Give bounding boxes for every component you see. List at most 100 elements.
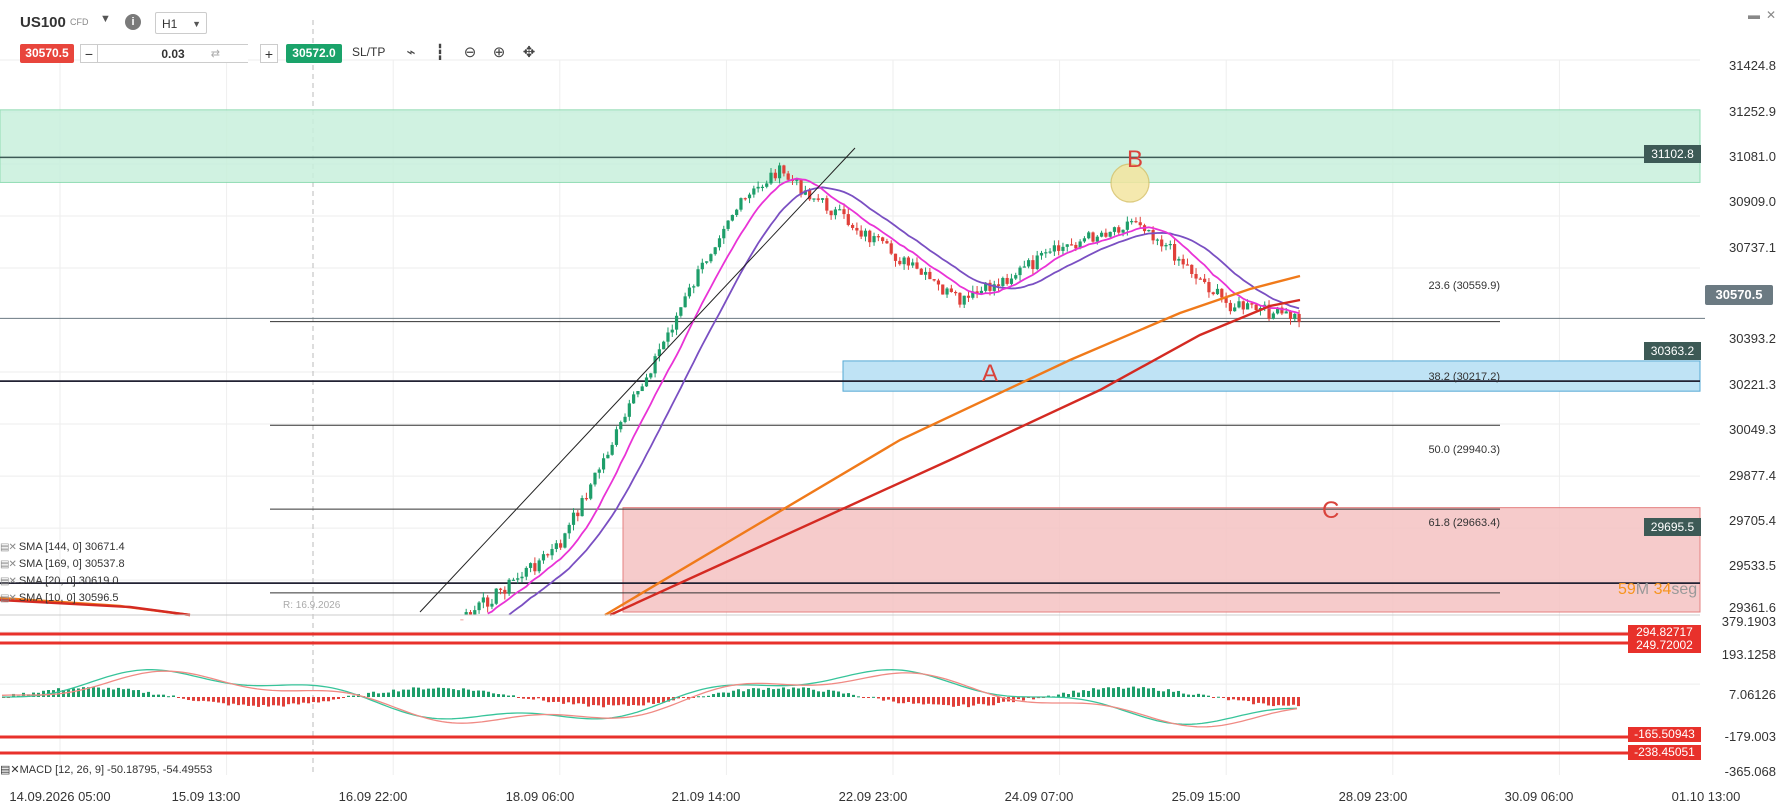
macd-histogram-bar — [947, 697, 950, 706]
macd-histogram-bar — [1262, 697, 1265, 704]
price-tick: 31424.8 — [1729, 58, 1776, 73]
macd-legend-item[interactable]: ▤✕MACD [12, 26, 9] -50.18795, -54.49553 — [0, 763, 212, 776]
candle-body — [477, 602, 481, 611]
macd-histogram-bar — [177, 697, 180, 698]
macd-histogram-bar — [107, 687, 110, 697]
candle-body — [777, 165, 782, 179]
macd-histogram-bar — [27, 694, 30, 697]
candle-body — [623, 416, 627, 423]
macd-histogram-bar — [887, 697, 890, 700]
timeframe-select[interactable]: H1 ▼ — [155, 12, 207, 34]
candle-body — [1104, 232, 1108, 237]
macd-level-tag: 249.72002 — [1628, 638, 1701, 653]
sma-legend-item[interactable]: ▤✕ SMA [169, 0] 30537.8 — [0, 558, 125, 570]
candle-body — [1297, 313, 1301, 322]
candle-body — [679, 307, 683, 316]
macd-histogram-bar — [632, 697, 635, 706]
candle-body — [872, 236, 876, 243]
sell-button[interactable]: 30570.5 — [20, 44, 74, 63]
macd-histogram-bar — [397, 691, 400, 697]
macd-histogram-bar — [997, 697, 1000, 703]
line-chart-icon[interactable]: ⌁ — [406, 44, 416, 61]
macd-histogram-bar — [932, 697, 935, 705]
candle-body — [881, 237, 885, 242]
candle-body — [996, 284, 1001, 286]
candle-body — [756, 186, 760, 189]
close-icon[interactable]: ✕ — [1766, 8, 1777, 22]
macd-histogram-bar — [282, 697, 285, 707]
macd-histogram-bar — [1282, 697, 1285, 706]
candle-body — [486, 597, 490, 607]
sltp-button[interactable]: SL/TP — [352, 45, 386, 59]
macd-histogram-bar — [892, 697, 895, 702]
zoom-in-icon[interactable]: ⊕ — [492, 44, 506, 61]
candle-body — [610, 444, 614, 455]
swap-icon[interactable]: ⇄ — [210, 48, 220, 60]
macd-histogram-bar — [1117, 687, 1120, 697]
candle-body — [1018, 267, 1022, 276]
zoom-out-icon[interactable]: ⊖ — [463, 44, 477, 61]
macd-histogram-bar — [832, 690, 835, 697]
settings-icon[interactable]: ▤✕ — [0, 559, 17, 570]
macd-histogram-bar — [1132, 686, 1135, 697]
macd-histogram-bar — [1017, 697, 1020, 700]
macd-histogram-bar — [857, 696, 860, 698]
settings-icon[interactable]: ▤✕ — [0, 764, 20, 776]
info-icon[interactable]: i — [125, 14, 141, 30]
fib-label: 38.2 (30217.2) — [1428, 371, 1500, 383]
settings-icon[interactable]: ▤✕ — [0, 542, 17, 553]
sma-legend-item[interactable]: ▤✕ SMA [144, 0] 30671.4 — [0, 541, 125, 553]
candle-body — [1082, 238, 1087, 242]
crosshair-icon[interactable]: ✥ — [522, 44, 536, 61]
candle-body — [1125, 221, 1129, 230]
candle-body — [464, 612, 468, 615]
macd-histogram-bar — [122, 689, 125, 697]
macd-histogram-bar — [442, 687, 445, 697]
sma-legend-item[interactable]: ▤✕ SMA [20, 0] 30619.0 — [0, 575, 119, 587]
macd-histogram-bar — [722, 692, 725, 697]
candle-body — [1134, 221, 1138, 223]
macd-histogram-bar — [452, 689, 455, 697]
candle-body — [554, 543, 558, 549]
macd-histogram-bar — [292, 697, 295, 704]
buy-button[interactable]: 30572.0 — [286, 44, 342, 63]
candle-body — [1190, 264, 1194, 274]
sma-169-line-tail — [0, 598, 191, 617]
symbol-type: CFD — [70, 17, 89, 27]
candle-body — [808, 190, 812, 200]
quantity-increase-button[interactable]: + — [260, 44, 278, 63]
macd-histogram-bar — [542, 697, 545, 701]
candle-body — [511, 579, 516, 581]
macd-histogram-bar — [182, 697, 185, 699]
sma-legend-label: SMA [169, 0] 30537.8 — [18, 558, 125, 570]
candle-body — [473, 610, 477, 615]
macd-histogram-bar — [927, 697, 930, 704]
macd-histogram-bar — [1202, 694, 1205, 697]
candle-body — [829, 210, 833, 216]
price-tick: 30049.3 — [1729, 422, 1776, 437]
macd-histogram-bar — [572, 697, 575, 705]
candle-body — [1052, 245, 1056, 252]
sma-legend-label: SMA [20, 0] 30619.0 — [18, 575, 119, 587]
candle-body — [984, 282, 988, 291]
candle-body — [769, 172, 773, 184]
candle-body — [593, 472, 597, 485]
quantity-input[interactable]: 0.03 ⇄ — [98, 44, 248, 63]
macd-histogram-bar — [1277, 697, 1280, 706]
macd-histogram-bar — [197, 697, 200, 702]
settings-icon[interactable]: ▤✕ — [0, 576, 17, 587]
quantity-decrease-button[interactable]: − — [80, 44, 98, 63]
minimize-icon[interactable]: ▬ — [1748, 8, 1760, 22]
sma-legend-item[interactable]: ▤✕ SMA [10, 0] 30596.5 — [0, 592, 119, 604]
symbol-name[interactable]: US100 — [20, 14, 66, 31]
macd-histogram-bar — [202, 697, 205, 701]
settings-icon[interactable]: ▤✕ — [0, 593, 17, 604]
candle-body — [846, 214, 850, 225]
candlestick-icon[interactable]: ┇ — [435, 44, 445, 61]
macd-histogram-bar — [142, 692, 145, 697]
symbol-dropdown-icon[interactable]: ▼ — [100, 13, 111, 25]
candle-body — [606, 454, 610, 459]
candle-body — [1228, 302, 1232, 312]
macd-histogram-bar — [447, 688, 450, 697]
macd-histogram-bar — [402, 689, 405, 697]
